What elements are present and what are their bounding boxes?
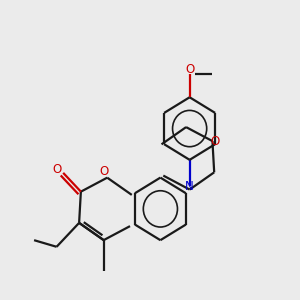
Text: O: O	[186, 63, 195, 76]
Text: O: O	[52, 164, 62, 176]
Text: O: O	[211, 135, 220, 148]
Text: O: O	[100, 164, 109, 178]
Text: N: N	[185, 180, 194, 193]
